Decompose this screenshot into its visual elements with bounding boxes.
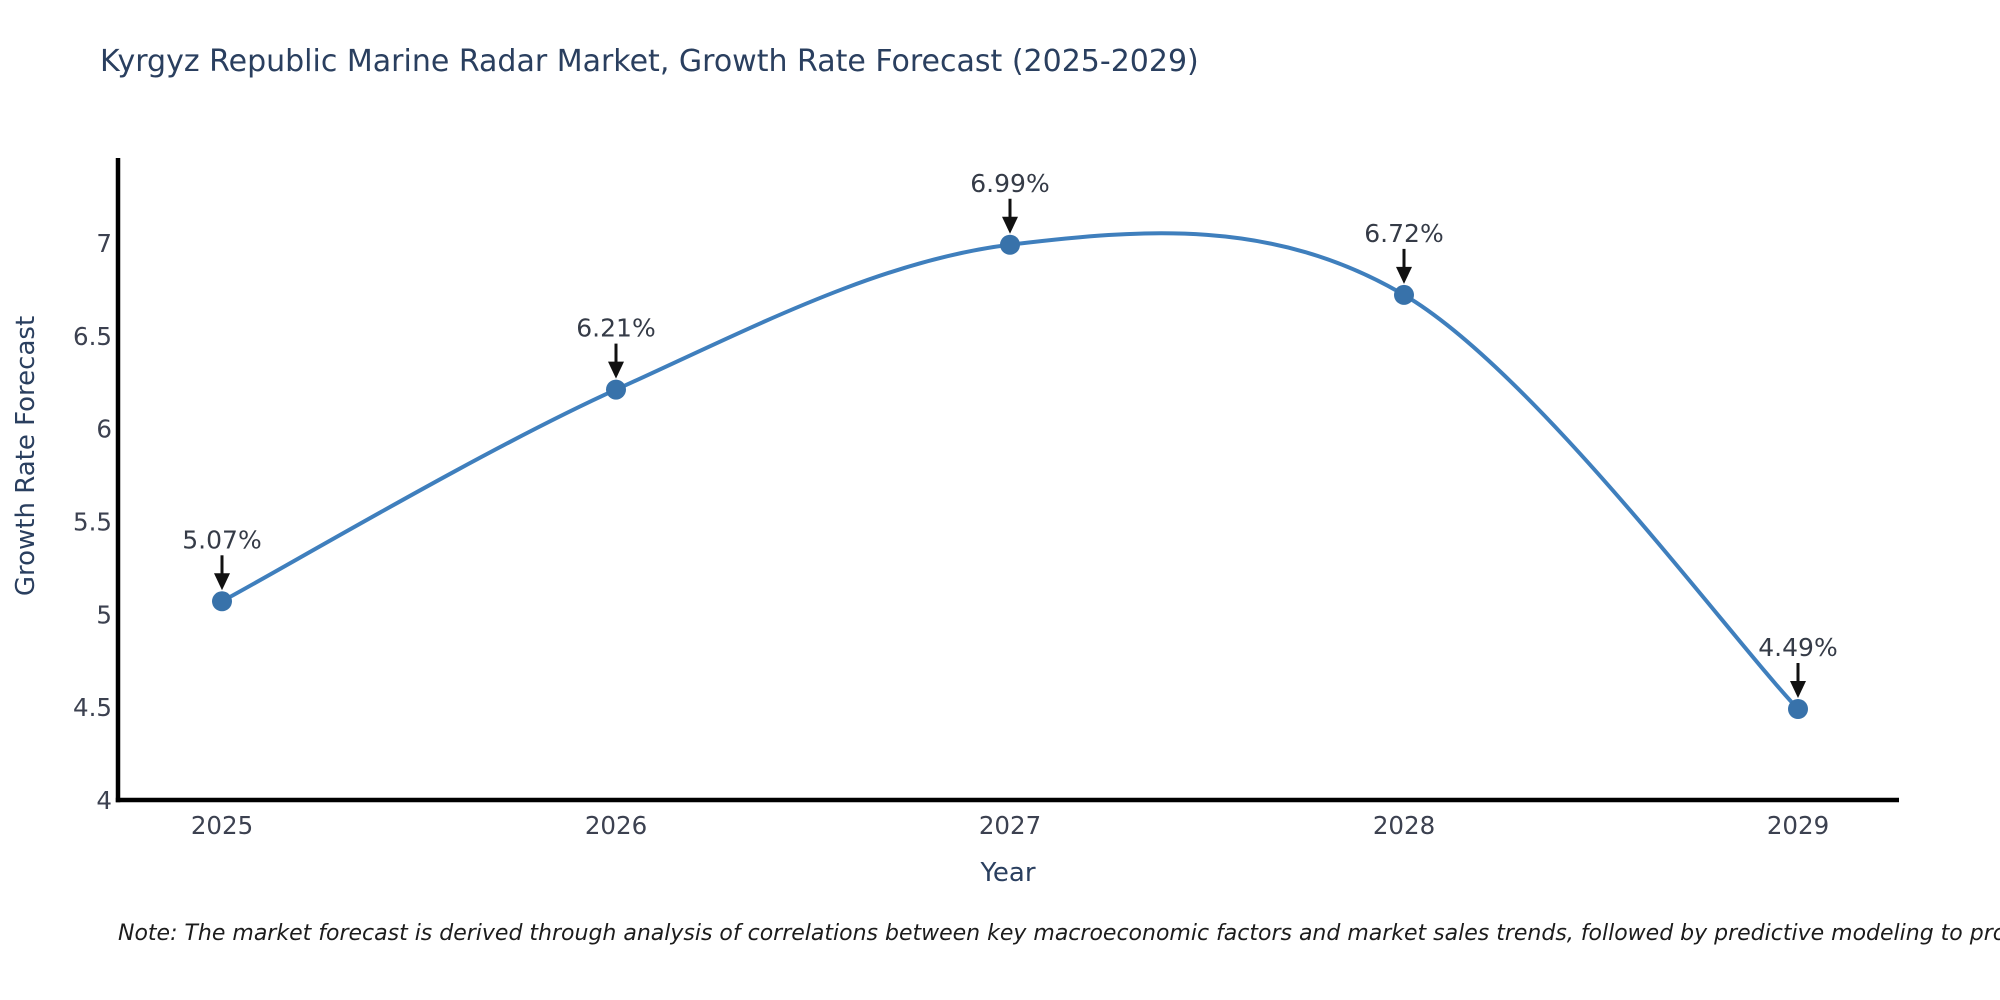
trend-line — [220, 231, 1800, 712]
y-tick-label: 7 — [96, 229, 112, 258]
annotation-label: 4.49% — [1758, 633, 1837, 662]
annotation-label: 5.07% — [182, 525, 261, 554]
x-tick-label: 2025 — [191, 811, 253, 840]
annotation-label: 6.72% — [1364, 219, 1443, 248]
y-tick-label: 6 — [96, 415, 112, 444]
data-point-marker — [212, 591, 232, 612]
data-point-marker — [1394, 284, 1414, 305]
annotation-arrowhead-icon — [1396, 266, 1412, 284]
data-point-marker — [1788, 699, 1808, 720]
y-tick-label: 5.5 — [73, 507, 112, 536]
x-axis-title: Year — [980, 858, 1036, 888]
x-tick-label: 2027 — [979, 811, 1041, 840]
annotation-label: 6.21% — [576, 314, 655, 343]
chart-title: Kyrgyz Republic Marine Radar Market, Gro… — [100, 44, 1199, 79]
y-tick-label: 6.5 — [73, 322, 112, 351]
annotation-arrowhead-icon — [1002, 216, 1018, 234]
x-tick-label: 2029 — [1767, 811, 1829, 840]
annotation-arrowhead-icon — [608, 361, 624, 379]
y-tick-label: 5 — [96, 600, 112, 629]
data-point-marker — [606, 379, 626, 400]
data-point-marker — [1000, 234, 1020, 255]
y-tick-label: 4 — [96, 786, 112, 815]
y-tick-label: 4.5 — [73, 693, 112, 722]
annotation-arrowhead-icon — [214, 573, 230, 591]
x-tick-label: 2026 — [585, 811, 647, 840]
annotation-label: 6.99% — [970, 169, 1049, 198]
x-tick-label: 2028 — [1373, 811, 1435, 840]
annotation-arrowhead-icon — [1790, 681, 1806, 699]
footnote: Note: The market forecast is derived thr… — [118, 921, 2000, 946]
